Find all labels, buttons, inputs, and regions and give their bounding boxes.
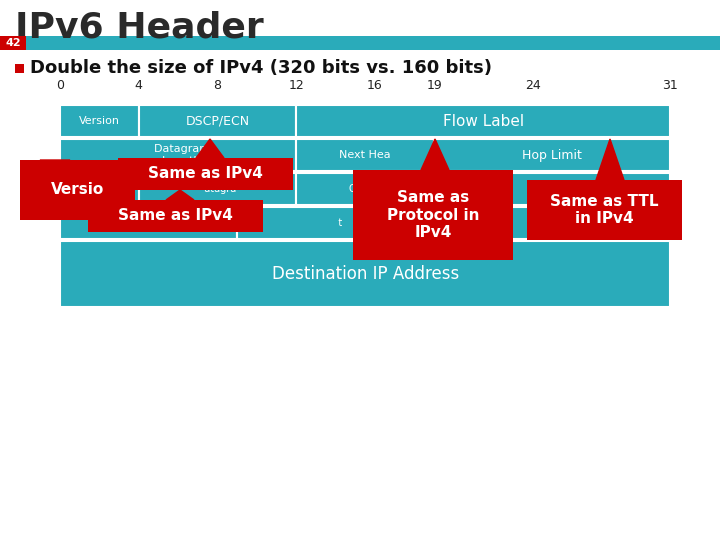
Polygon shape (166, 190, 194, 200)
Text: ec: ec (542, 218, 562, 228)
Bar (296, 173, 434, 205)
Bar (139, 105, 296, 137)
Bar (434, 207, 670, 239)
Text: Versio: Versio (84, 184, 114, 194)
Text: 8: 8 (214, 79, 222, 92)
Text: Same as
Protocol in
IPv4: Same as Protocol in IPv4 (387, 190, 480, 240)
Text: Destination IP Address: Destination IP Address (271, 265, 459, 283)
Text: atagra: atagra (199, 184, 237, 194)
Text: 0: 0 (56, 79, 64, 92)
Bar (88, 200, 263, 232)
Polygon shape (196, 139, 224, 158)
Text: IPv6 Header: IPv6 Header (15, 10, 264, 44)
Bar (434, 139, 670, 171)
Bar (60, 173, 139, 205)
Bar (60, 207, 237, 239)
Bar (60, 241, 670, 307)
Text: 31: 31 (662, 79, 678, 92)
Text: t: t (329, 218, 342, 228)
Text: Same as TTL
in IPv4: Same as TTL in IPv4 (550, 194, 659, 226)
Bar (60, 105, 139, 137)
Text: 12: 12 (289, 79, 304, 92)
Text: Version: Version (79, 116, 120, 126)
Text: Hop Limit: Hop Limit (522, 148, 582, 161)
Bar (60, 139, 296, 171)
Text: Versio: Versio (51, 183, 104, 198)
Bar (15, 64, 24, 72)
Bar (296, 105, 670, 137)
Bar (296, 139, 434, 171)
Text: 24: 24 (525, 79, 541, 92)
Text: G    ps: G ps (349, 184, 381, 194)
Bar (118, 158, 293, 190)
Polygon shape (596, 139, 624, 180)
Polygon shape (421, 139, 449, 170)
Bar (237, 207, 434, 239)
Text: Flow Label: Flow Label (443, 113, 524, 129)
Bar (527, 180, 682, 240)
Bar (434, 173, 670, 205)
Text: DSCP/ECN: DSCP/ECN (186, 114, 250, 127)
Bar (20, 160, 135, 220)
Bar (353, 170, 513, 260)
Text: Same as IPv4: Same as IPv4 (148, 166, 263, 181)
Text: 42: 42 (5, 38, 21, 48)
Text: Next Hea: Next Hea (339, 150, 391, 160)
Text: Sourc: Sourc (132, 218, 166, 228)
Bar (60, 241, 670, 273)
Bar (139, 173, 296, 205)
Text: 4: 4 (135, 79, 143, 92)
Text: Datagram
  Length: Datagram Length (147, 144, 210, 166)
Text: Same as IPv4: Same as IPv4 (118, 208, 233, 224)
Bar (0, 36, 720, 50)
Polygon shape (40, 160, 70, 173)
Text: 19: 19 (426, 79, 442, 92)
Text: Double the size of IPv4 (320 bits vs. 160 bits): Double the size of IPv4 (320 bits vs. 16… (30, 59, 492, 77)
Bar (0, 36, 26, 50)
Text: 16: 16 (367, 79, 383, 92)
